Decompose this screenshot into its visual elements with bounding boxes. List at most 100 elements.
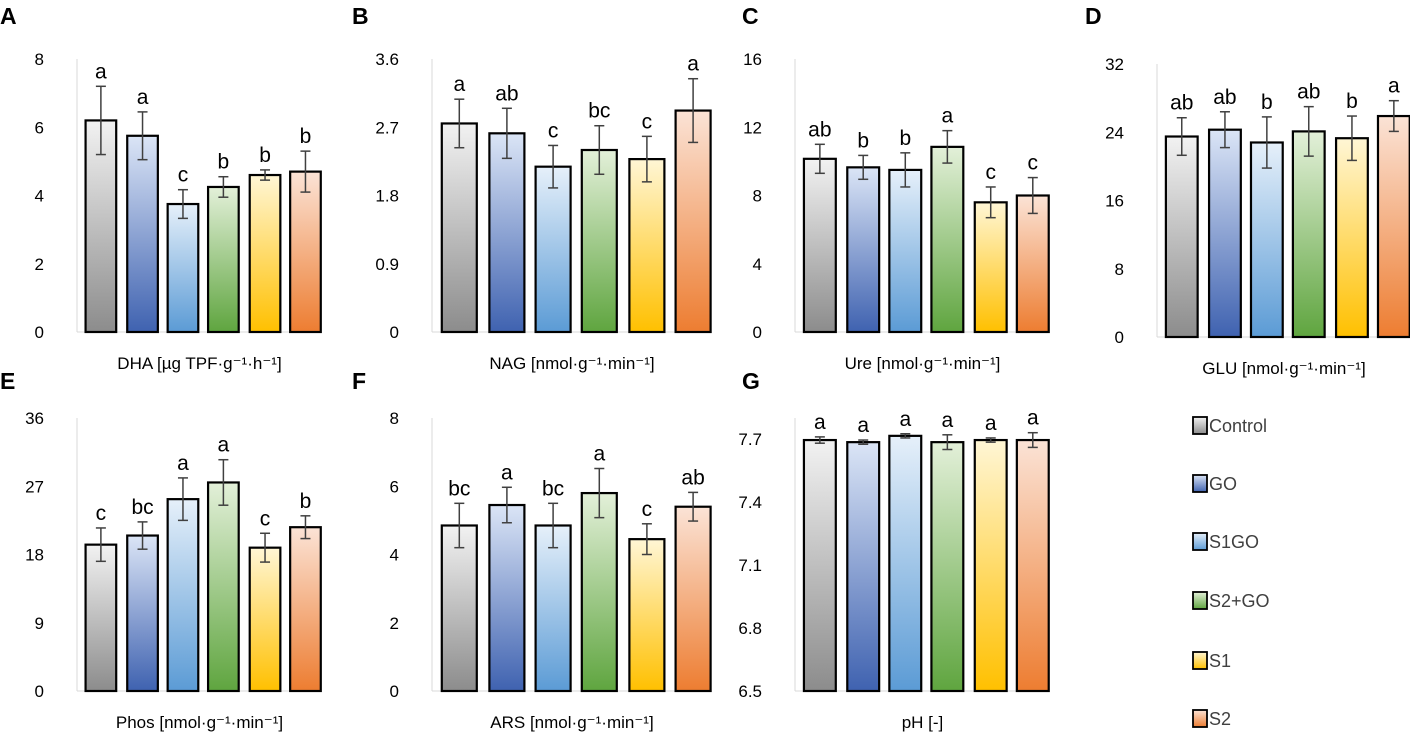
error-bar (942, 434, 953, 451)
legend-swatch (1192, 532, 1208, 551)
error-bar (900, 152, 911, 188)
error-bar (641, 135, 652, 183)
panel-label: D (1085, 3, 1102, 29)
error-bar (594, 124, 605, 176)
bar-s2 (1015, 194, 1050, 334)
significance-letter: a (453, 73, 465, 96)
error-bar (1261, 116, 1272, 169)
error-bar (95, 527, 106, 563)
bar-s1go (888, 168, 923, 334)
bar-go (488, 503, 526, 693)
legend-label: S1 (1209, 651, 1231, 671)
significance-letter: b (1261, 91, 1273, 114)
y-tick-label: 4 (390, 546, 399, 565)
legend-item-go: GO (1192, 474, 1237, 494)
significance-letter: a (501, 461, 513, 484)
bar-s2 (1015, 438, 1050, 693)
significance-letter: a (942, 409, 954, 432)
bar-control (802, 157, 837, 334)
y-tick-label: 24 (1105, 123, 1124, 142)
error-bar (985, 186, 996, 219)
significance-letter: a (137, 86, 149, 109)
x-axis-label: pH [-] (902, 713, 944, 732)
panel-label: C (742, 3, 759, 29)
y-tick-label: 27 (25, 477, 44, 496)
significance-letter: c (548, 119, 559, 142)
legend-label: GO (1209, 474, 1237, 494)
significance-letter: a (1388, 75, 1400, 98)
error-bar (137, 111, 148, 161)
bar-s2 (674, 109, 712, 334)
legend-swatch (1192, 709, 1208, 728)
error-bar (688, 77, 699, 144)
legend-item-s1: S1 (1192, 651, 1231, 671)
error-bar (548, 502, 559, 549)
significance-letter: bc (131, 496, 153, 519)
significance-letter: a (814, 411, 826, 434)
error-bar (1303, 105, 1314, 157)
y-tick-label: 32 (1105, 55, 1124, 74)
error-bar (137, 521, 148, 550)
significance-letter: b (218, 151, 230, 174)
panel-a: A 0 2 4 6 8 a a c b b b DHA [µg TPF·g⁻¹·h⁻¹] (0, 3, 322, 373)
bar-s2-go (580, 491, 618, 693)
bar-s2-go (930, 441, 965, 693)
y-tick-label: 2 (390, 614, 399, 633)
significance-letter: a (985, 412, 997, 435)
legend-swatch (1192, 474, 1208, 493)
bar-control (84, 543, 118, 693)
legend-label: Control (1209, 416, 1267, 436)
panel-e: E 0 9 18 27 36 c bc a a c b Phos [nmol·g⁻¹·min⁻¹] (0, 368, 322, 732)
legend-label: S1GO (1209, 532, 1259, 552)
error-bar (858, 439, 869, 445)
y-tick-label: 7.1 (738, 556, 762, 575)
error-bar (814, 436, 825, 444)
error-bar (501, 107, 512, 160)
error-bar (900, 433, 911, 439)
y-tick-label: 8 (1115, 260, 1124, 279)
error-bar (95, 85, 106, 156)
error-bar (454, 502, 465, 549)
x-axis-label: NAG [nmol·g⁻¹·min⁻¹] (489, 354, 654, 373)
bar-s2 (1376, 114, 1410, 339)
bar-s2 (289, 170, 322, 334)
significance-letter: ab (495, 82, 518, 105)
bar-control (440, 122, 478, 334)
bar-s2 (289, 526, 322, 693)
bar-s2-go (580, 148, 618, 334)
significance-letter: a (95, 60, 107, 83)
y-tick-label: 9 (35, 614, 44, 633)
error-bar (548, 144, 559, 189)
bar-s1 (628, 158, 666, 334)
legend: Control GO S1GO S2+GO S1 S2 (1192, 416, 1270, 729)
legend-item-s2: S2 (1192, 709, 1231, 729)
bar-s1go (166, 202, 200, 334)
bar-s2-go (930, 145, 965, 334)
significance-letter: b (300, 490, 312, 513)
x-axis-label: GLU [nmol·g⁻¹·min⁻¹] (1202, 359, 1365, 378)
panel-g: G 6.5 6.8 7.1 7.4 7.7 a a a a a a pH [-] (738, 368, 1050, 732)
significance-letter: b (1346, 90, 1358, 113)
y-tick-label: 0 (390, 323, 399, 342)
y-tick-label: 36 (25, 409, 44, 428)
bar-go (846, 441, 881, 693)
significance-letter: c (1028, 152, 1039, 175)
significance-letter: b (857, 129, 869, 152)
bar-s1 (973, 438, 1008, 693)
significance-letter: a (942, 105, 954, 128)
error-bar (858, 154, 869, 181)
y-tick-label: 6 (390, 477, 399, 496)
y-tick-label: 8 (35, 50, 44, 69)
panel-label: G (742, 368, 760, 394)
significance-letter: c (260, 507, 271, 530)
error-bar (454, 98, 465, 149)
error-bar (942, 129, 953, 164)
error-bar (177, 188, 188, 220)
y-tick-label: 2 (35, 255, 44, 274)
y-tick-label: 1.8 (375, 187, 399, 206)
significance-letter: bc (588, 100, 610, 123)
y-tick-label: 6.8 (738, 619, 762, 638)
x-axis-label: Phos [nmol·g⁻¹·min⁻¹] (116, 713, 283, 732)
y-tick-label: 7.4 (738, 493, 762, 512)
